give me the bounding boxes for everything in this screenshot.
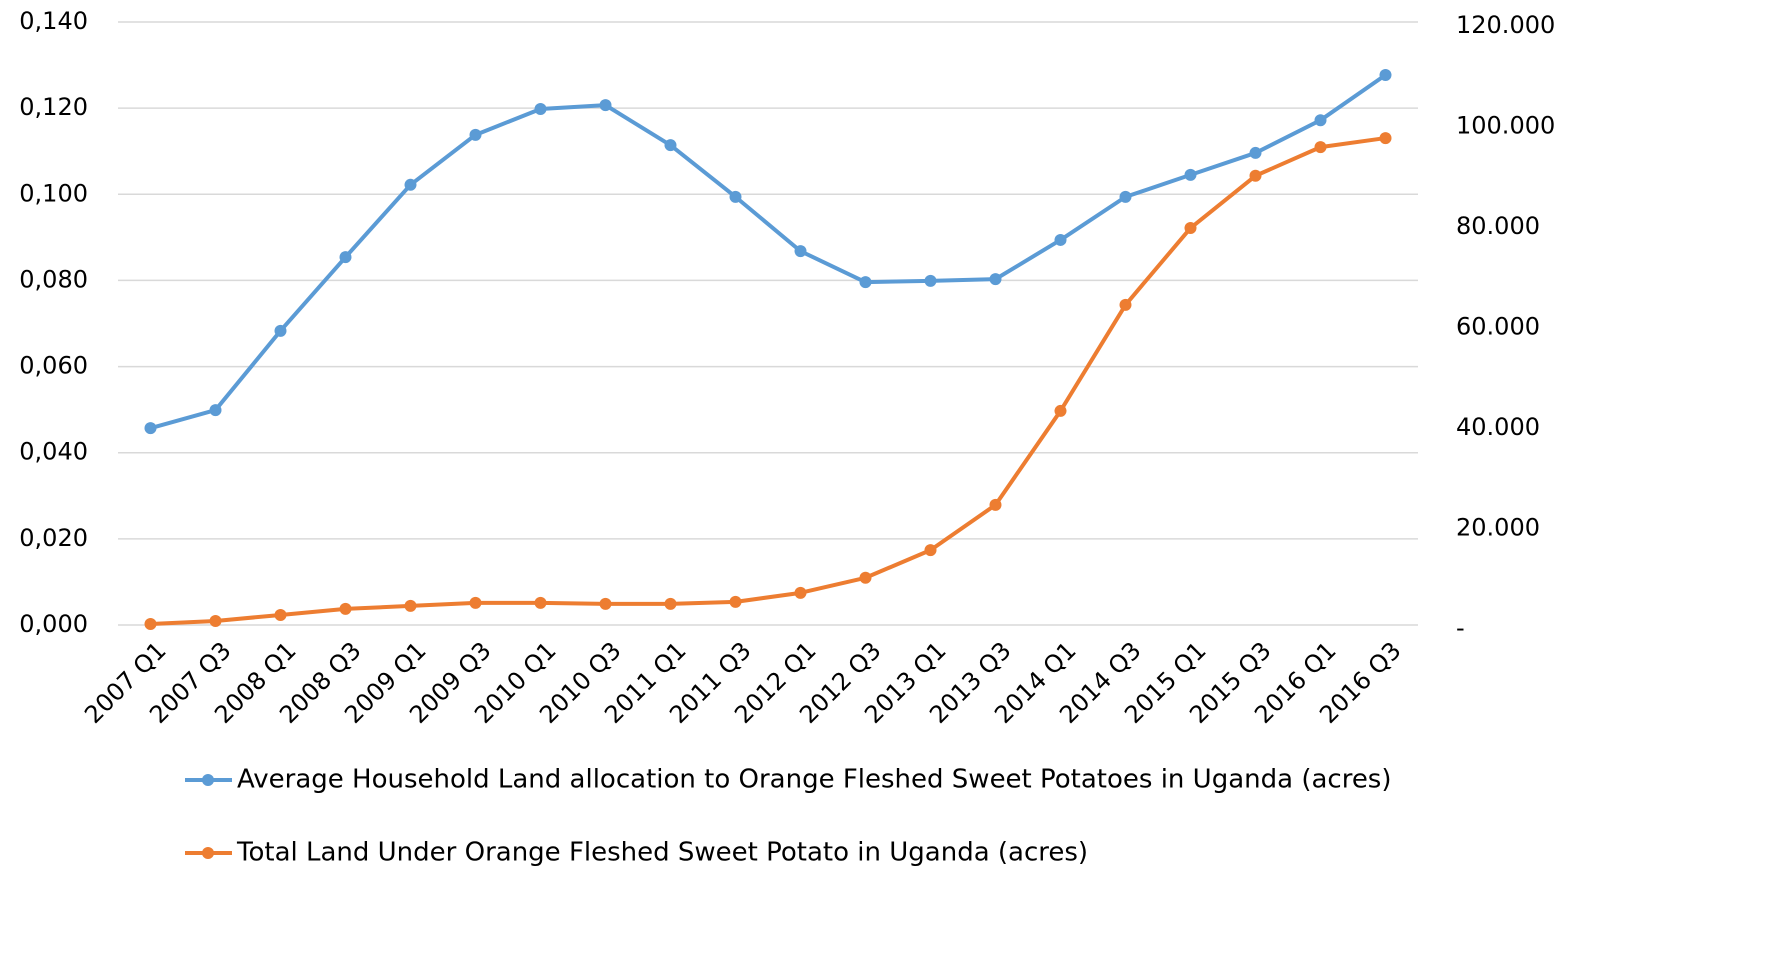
point xyxy=(859,571,872,584)
point xyxy=(1249,169,1262,182)
point xyxy=(469,596,482,609)
point xyxy=(534,103,547,116)
point xyxy=(339,602,352,615)
y-tick-label: 0,100 xyxy=(19,179,88,207)
y-tick-label: 0,080 xyxy=(19,265,88,293)
point xyxy=(404,599,417,612)
y-tick-label: 0,060 xyxy=(19,352,88,380)
point xyxy=(729,190,742,203)
point xyxy=(924,274,937,287)
point xyxy=(404,178,417,191)
point xyxy=(664,597,677,610)
point xyxy=(1379,68,1392,81)
series-line xyxy=(149,73,1387,431)
y2-tick-label: 120.000 xyxy=(1456,11,1555,39)
y2-tick-label: 20.000 xyxy=(1456,514,1540,542)
point xyxy=(859,276,872,289)
point xyxy=(794,586,807,599)
point xyxy=(1379,132,1392,145)
point xyxy=(794,245,807,258)
point xyxy=(1119,298,1132,311)
y2-tick-label: 80.000 xyxy=(1456,212,1540,240)
point xyxy=(1314,114,1327,127)
y2-tick-label: 40.000 xyxy=(1456,413,1540,441)
y-tick-label: 0,140 xyxy=(19,7,88,35)
point xyxy=(664,139,677,152)
point xyxy=(144,617,157,630)
point xyxy=(599,99,612,112)
y-tick-label: 0,020 xyxy=(19,524,88,552)
y2-tick-label: 60.000 xyxy=(1456,313,1540,341)
point xyxy=(209,614,222,627)
point xyxy=(339,251,352,264)
point xyxy=(534,596,547,609)
point xyxy=(1249,146,1262,159)
point xyxy=(274,324,287,337)
point xyxy=(209,404,222,417)
legend-label: Average Household Land allocation to Ora… xyxy=(237,765,1392,795)
point xyxy=(729,595,742,608)
point xyxy=(1184,168,1197,181)
point xyxy=(1054,233,1067,246)
point xyxy=(989,498,1002,511)
y2-tick-label: 100.000 xyxy=(1456,112,1555,140)
y2-tick-label: - xyxy=(1456,614,1465,642)
point xyxy=(1054,404,1067,417)
point xyxy=(1184,222,1197,235)
point xyxy=(599,597,612,610)
point xyxy=(274,608,287,621)
y-tick-label: 0,040 xyxy=(19,438,88,466)
legend-label: Total Land Under Orange Fleshed Sweet Po… xyxy=(236,838,1088,868)
point xyxy=(989,273,1002,286)
legend-marker xyxy=(202,774,214,786)
y-tick-label: 0,120 xyxy=(19,93,88,121)
y-tick-label: 0,000 xyxy=(19,610,88,638)
point xyxy=(924,544,937,557)
point xyxy=(1119,190,1132,203)
point xyxy=(1314,141,1327,154)
point xyxy=(144,422,157,435)
series-line xyxy=(150,136,1386,626)
legend-marker xyxy=(202,847,214,859)
point xyxy=(469,128,482,141)
